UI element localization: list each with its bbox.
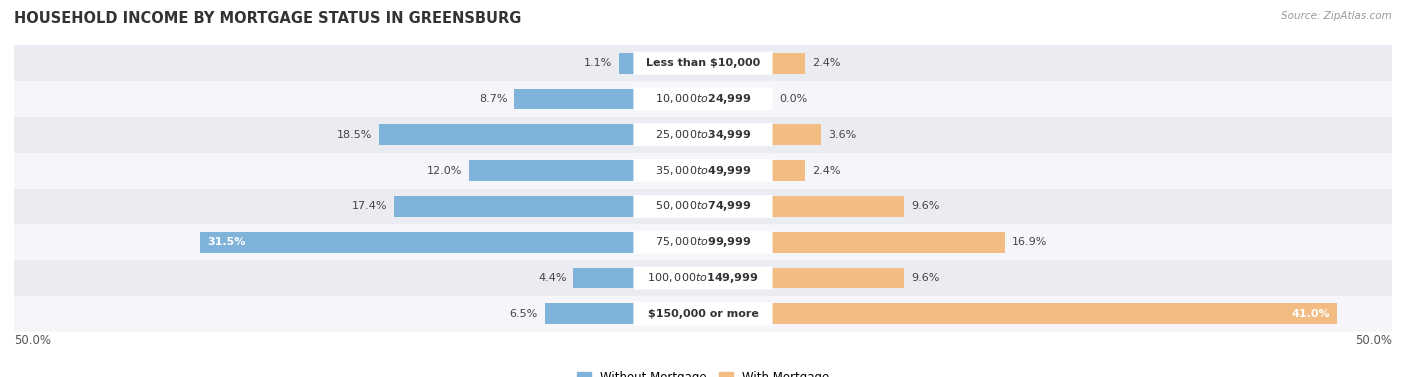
Text: 9.6%: 9.6% <box>911 273 939 283</box>
Text: Source: ZipAtlas.com: Source: ZipAtlas.com <box>1281 11 1392 21</box>
Bar <box>14 153 1392 188</box>
FancyBboxPatch shape <box>634 124 772 146</box>
Bar <box>14 188 1392 224</box>
Bar <box>772 196 904 217</box>
Text: HOUSEHOLD INCOME BY MORTGAGE STATUS IN GREENSBURG: HOUSEHOLD INCOME BY MORTGAGE STATUS IN G… <box>14 11 522 26</box>
FancyBboxPatch shape <box>634 303 772 325</box>
Bar <box>14 117 1392 153</box>
FancyBboxPatch shape <box>634 159 772 182</box>
Bar <box>200 232 634 253</box>
Bar <box>772 160 806 181</box>
Text: $100,000 to $149,999: $100,000 to $149,999 <box>647 271 759 285</box>
Text: 1.1%: 1.1% <box>583 58 612 68</box>
Text: 16.9%: 16.9% <box>1012 237 1047 247</box>
Bar <box>394 196 634 217</box>
Bar <box>772 268 904 288</box>
Text: 0.0%: 0.0% <box>779 94 807 104</box>
Bar <box>14 81 1392 117</box>
Text: Less than $10,000: Less than $10,000 <box>645 58 761 68</box>
Text: 4.4%: 4.4% <box>538 273 567 283</box>
Text: $35,000 to $49,999: $35,000 to $49,999 <box>655 164 751 178</box>
Text: 17.4%: 17.4% <box>352 201 388 211</box>
Bar <box>380 124 634 145</box>
Bar <box>544 303 634 324</box>
Text: 9.6%: 9.6% <box>911 201 939 211</box>
Text: 41.0%: 41.0% <box>1291 309 1330 319</box>
Text: 31.5%: 31.5% <box>207 237 245 247</box>
FancyBboxPatch shape <box>634 231 772 253</box>
Text: 18.5%: 18.5% <box>337 130 373 140</box>
Text: $25,000 to $34,999: $25,000 to $34,999 <box>655 128 751 142</box>
Text: 2.4%: 2.4% <box>811 166 841 176</box>
FancyBboxPatch shape <box>634 52 772 74</box>
Bar <box>14 296 1392 332</box>
Bar <box>619 53 634 74</box>
Bar <box>772 53 806 74</box>
Text: $50,000 to $74,999: $50,000 to $74,999 <box>655 199 751 213</box>
Text: 50.0%: 50.0% <box>14 334 51 346</box>
Text: 50.0%: 50.0% <box>1355 334 1392 346</box>
Text: 3.6%: 3.6% <box>828 130 856 140</box>
Bar <box>515 89 634 109</box>
FancyBboxPatch shape <box>634 195 772 218</box>
Legend: Without Mortgage, With Mortgage: Without Mortgage, With Mortgage <box>572 366 834 377</box>
Bar <box>772 303 1337 324</box>
Bar <box>14 260 1392 296</box>
Bar <box>14 45 1392 81</box>
Text: $10,000 to $24,999: $10,000 to $24,999 <box>655 92 751 106</box>
Bar <box>772 124 821 145</box>
Bar <box>574 268 634 288</box>
Text: 6.5%: 6.5% <box>509 309 537 319</box>
Text: $150,000 or more: $150,000 or more <box>648 309 758 319</box>
Text: 8.7%: 8.7% <box>479 94 508 104</box>
Bar <box>772 232 1005 253</box>
Text: 2.4%: 2.4% <box>811 58 841 68</box>
FancyBboxPatch shape <box>634 88 772 110</box>
Text: 12.0%: 12.0% <box>426 166 461 176</box>
Text: $75,000 to $99,999: $75,000 to $99,999 <box>655 235 751 249</box>
FancyBboxPatch shape <box>634 267 772 289</box>
Bar <box>468 160 634 181</box>
Bar <box>14 224 1392 260</box>
